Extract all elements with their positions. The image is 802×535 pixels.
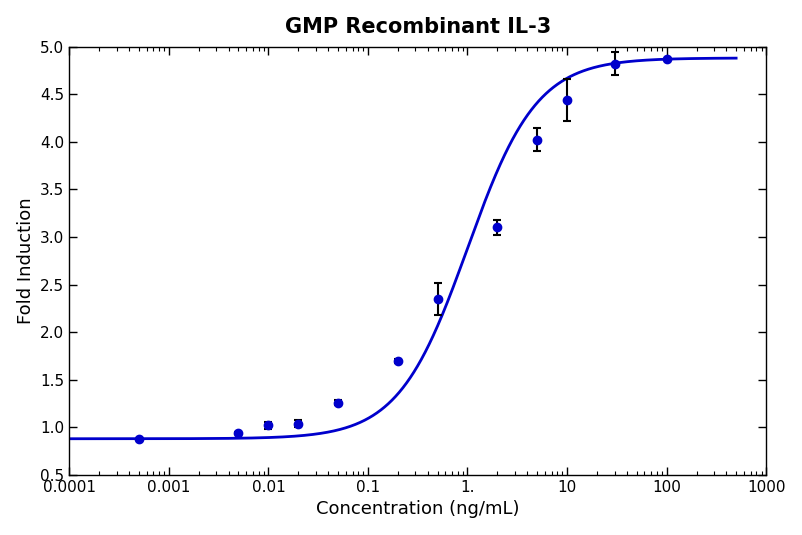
- Title: GMP Recombinant IL-3: GMP Recombinant IL-3: [285, 17, 551, 37]
- Y-axis label: Fold Induction: Fold Induction: [17, 197, 34, 324]
- X-axis label: Concentration (ng/mL): Concentration (ng/mL): [316, 500, 520, 518]
